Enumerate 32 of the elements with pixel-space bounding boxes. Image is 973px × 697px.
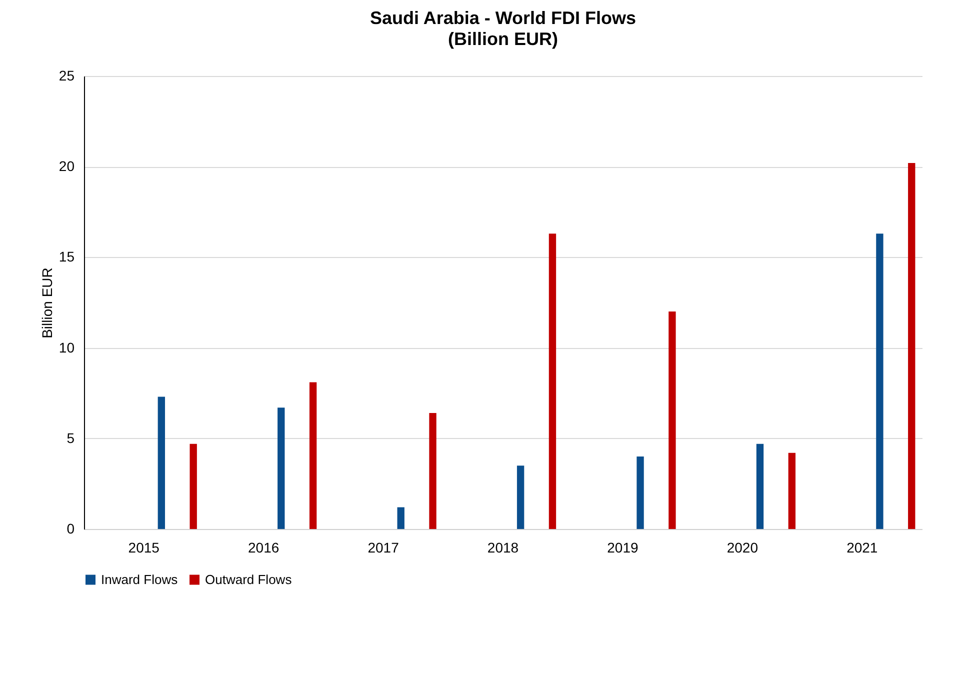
legend-label: Outward Flows — [205, 572, 292, 587]
bar — [756, 444, 764, 529]
x-tick-label: 2017 — [368, 540, 400, 556]
y-tick-label: 10 — [58, 339, 75, 356]
chart-subtitle: (Billion EUR) — [448, 29, 558, 49]
bar — [908, 162, 916, 529]
x-tick-label: 2018 — [487, 540, 519, 556]
x-tick-label: 2016 — [248, 540, 280, 556]
x-tick-label: 2015 — [128, 540, 160, 556]
y-tick-label: 20 — [58, 158, 75, 174]
bar — [516, 466, 524, 529]
y-tick-label: 15 — [58, 248, 75, 265]
bar — [876, 234, 884, 529]
bar — [158, 396, 166, 529]
x-tick-label: 2019 — [607, 540, 638, 556]
bar — [788, 452, 796, 529]
bar — [429, 413, 436, 529]
bar — [548, 234, 556, 529]
bar — [278, 408, 285, 529]
y-tick-label: 0 — [66, 520, 75, 536]
chart-title: Saudi Arabia - World FDI Flows — [370, 8, 636, 28]
bar — [668, 312, 676, 529]
x-tick-label: 2020 — [726, 540, 758, 556]
bar — [636, 456, 644, 529]
y-axis-title: Billion EUR — [38, 268, 55, 338]
y-tick-label: 5 — [66, 430, 75, 446]
y-tick-label: 25 — [58, 68, 75, 84]
bar — [397, 507, 404, 529]
legend-label: Inward Flows — [101, 572, 178, 587]
bar — [309, 382, 317, 529]
bar — [190, 444, 197, 529]
x-tick-label: 2021 — [846, 540, 878, 556]
